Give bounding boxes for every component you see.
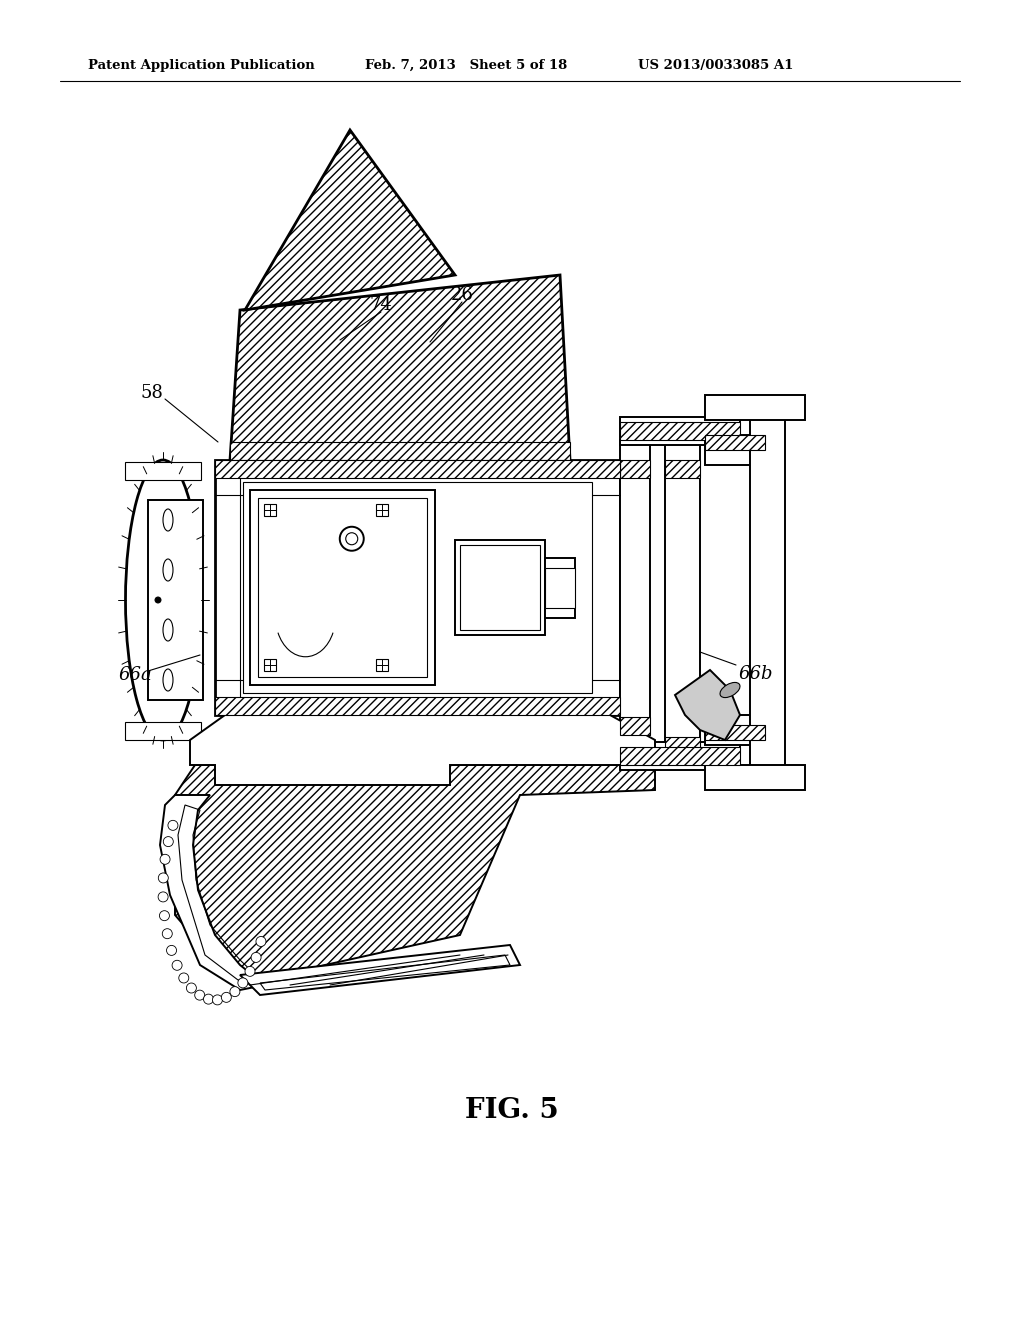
Ellipse shape bbox=[163, 619, 173, 642]
Bar bbox=[258, 498, 427, 677]
Bar bbox=[545, 558, 575, 618]
Circle shape bbox=[212, 995, 222, 1005]
Circle shape bbox=[168, 820, 178, 830]
Polygon shape bbox=[260, 954, 510, 990]
Text: 58: 58 bbox=[140, 384, 164, 403]
Bar bbox=[215, 459, 620, 478]
Circle shape bbox=[238, 978, 248, 987]
Circle shape bbox=[204, 994, 213, 1005]
Bar bbox=[620, 459, 650, 478]
Bar bbox=[215, 697, 620, 715]
Bar bbox=[125, 722, 201, 741]
Bar bbox=[705, 715, 765, 744]
Circle shape bbox=[167, 945, 176, 956]
Text: US 2013/0033085 A1: US 2013/0033085 A1 bbox=[638, 58, 794, 71]
Circle shape bbox=[179, 973, 188, 983]
Polygon shape bbox=[230, 275, 570, 459]
Circle shape bbox=[221, 993, 231, 1002]
Polygon shape bbox=[148, 500, 203, 700]
Bar bbox=[705, 725, 765, 741]
Bar bbox=[243, 482, 592, 693]
Bar bbox=[545, 568, 575, 609]
Bar bbox=[215, 459, 620, 715]
Bar bbox=[750, 400, 785, 775]
Bar bbox=[620, 422, 740, 440]
Text: 66a: 66a bbox=[118, 667, 152, 684]
Circle shape bbox=[160, 854, 170, 865]
Bar bbox=[620, 747, 740, 766]
Text: 26: 26 bbox=[451, 286, 473, 304]
Circle shape bbox=[158, 892, 168, 902]
Bar bbox=[705, 436, 765, 450]
Ellipse shape bbox=[720, 682, 740, 697]
Bar bbox=[620, 742, 740, 770]
Circle shape bbox=[340, 527, 364, 550]
Circle shape bbox=[195, 990, 205, 1001]
Bar bbox=[125, 462, 201, 480]
Bar bbox=[250, 490, 435, 685]
Bar bbox=[665, 737, 700, 755]
Bar bbox=[620, 440, 650, 735]
Ellipse shape bbox=[163, 669, 173, 690]
Bar bbox=[705, 766, 805, 789]
Bar bbox=[230, 442, 570, 459]
Text: 66b: 66b bbox=[738, 665, 772, 682]
Circle shape bbox=[256, 936, 266, 946]
Ellipse shape bbox=[163, 558, 173, 581]
Bar bbox=[705, 395, 805, 420]
Bar bbox=[376, 504, 388, 516]
Circle shape bbox=[172, 961, 182, 970]
Bar bbox=[376, 659, 388, 671]
Ellipse shape bbox=[163, 510, 173, 531]
Circle shape bbox=[159, 873, 168, 883]
Polygon shape bbox=[160, 795, 265, 990]
Ellipse shape bbox=[126, 459, 201, 741]
Circle shape bbox=[346, 533, 357, 545]
Circle shape bbox=[251, 953, 261, 962]
Bar bbox=[705, 436, 765, 465]
Circle shape bbox=[230, 986, 240, 997]
Circle shape bbox=[163, 837, 173, 846]
Bar bbox=[620, 417, 740, 445]
Polygon shape bbox=[240, 945, 520, 995]
Polygon shape bbox=[190, 715, 655, 785]
Text: 74: 74 bbox=[370, 296, 392, 314]
Circle shape bbox=[162, 929, 172, 939]
Circle shape bbox=[245, 966, 255, 977]
Bar bbox=[455, 540, 545, 635]
Bar bbox=[264, 504, 276, 516]
Circle shape bbox=[155, 597, 161, 603]
Bar bbox=[264, 659, 276, 671]
Circle shape bbox=[160, 911, 169, 920]
Polygon shape bbox=[175, 766, 655, 985]
Circle shape bbox=[186, 983, 197, 993]
Bar bbox=[460, 545, 540, 630]
Bar bbox=[665, 459, 700, 478]
Text: Patent Application Publication: Patent Application Publication bbox=[88, 58, 314, 71]
Text: Feb. 7, 2013   Sheet 5 of 18: Feb. 7, 2013 Sheet 5 of 18 bbox=[365, 58, 567, 71]
Text: FIG. 5: FIG. 5 bbox=[465, 1097, 559, 1123]
Bar bbox=[620, 717, 650, 735]
Bar bbox=[665, 420, 700, 755]
Polygon shape bbox=[245, 129, 455, 310]
Polygon shape bbox=[675, 671, 740, 741]
